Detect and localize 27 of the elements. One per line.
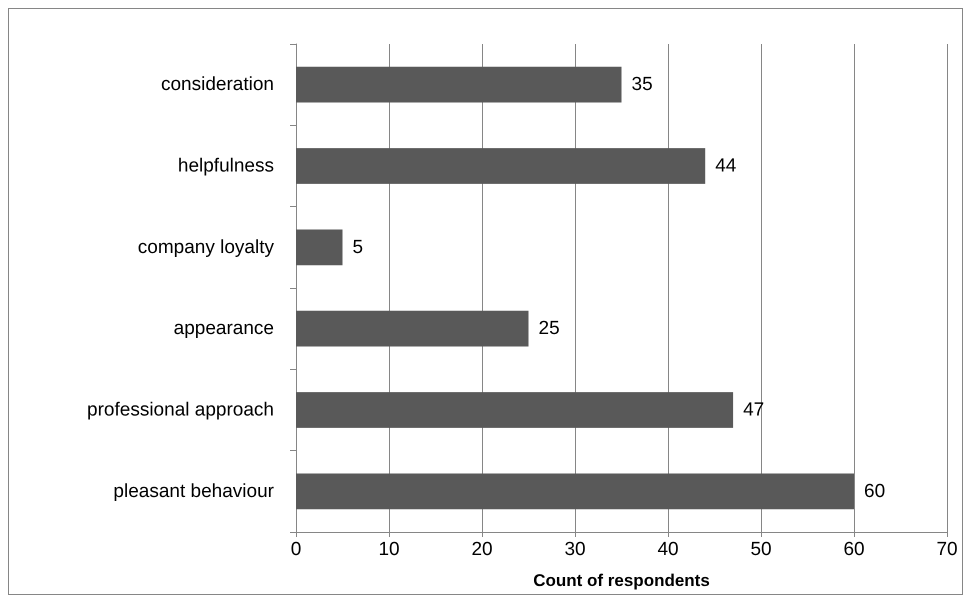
data-label: 47 — [743, 400, 764, 420]
x-tick-label: 10 — [378, 539, 400, 560]
y-tick-label: company loyalty — [138, 236, 274, 258]
y-tick-label: helpfulness — [178, 156, 274, 176]
x-tick-label: 20 — [471, 539, 493, 560]
x-tick-label: 50 — [750, 539, 772, 560]
y-tick-label: appearance — [174, 318, 274, 340]
y-tick-label: consideration — [160, 74, 274, 96]
data-label: 25 — [538, 318, 560, 340]
data-label: 5 — [352, 236, 364, 258]
bar — [296, 229, 342, 266]
data-label: 60 — [864, 480, 886, 502]
bar — [296, 66, 622, 103]
bar — [296, 148, 706, 184]
x-tick-label: 60 — [843, 539, 865, 560]
x-tick-label: 40 — [657, 539, 679, 560]
data-label: 35 — [632, 74, 653, 96]
data-label: 44 — [715, 156, 737, 176]
y-tick-label: pleasant behaviour — [113, 480, 275, 502]
x-tick-label: 0 — [290, 539, 302, 560]
bar — [296, 473, 854, 510]
y-tick-label: professional approach — [87, 400, 274, 420]
bar — [296, 392, 734, 428]
x-tick-label: 70 — [936, 539, 958, 560]
bar — [296, 310, 528, 347]
x-tick-label: 30 — [564, 539, 586, 560]
x-axis-title: Count of respondents — [533, 571, 710, 590]
